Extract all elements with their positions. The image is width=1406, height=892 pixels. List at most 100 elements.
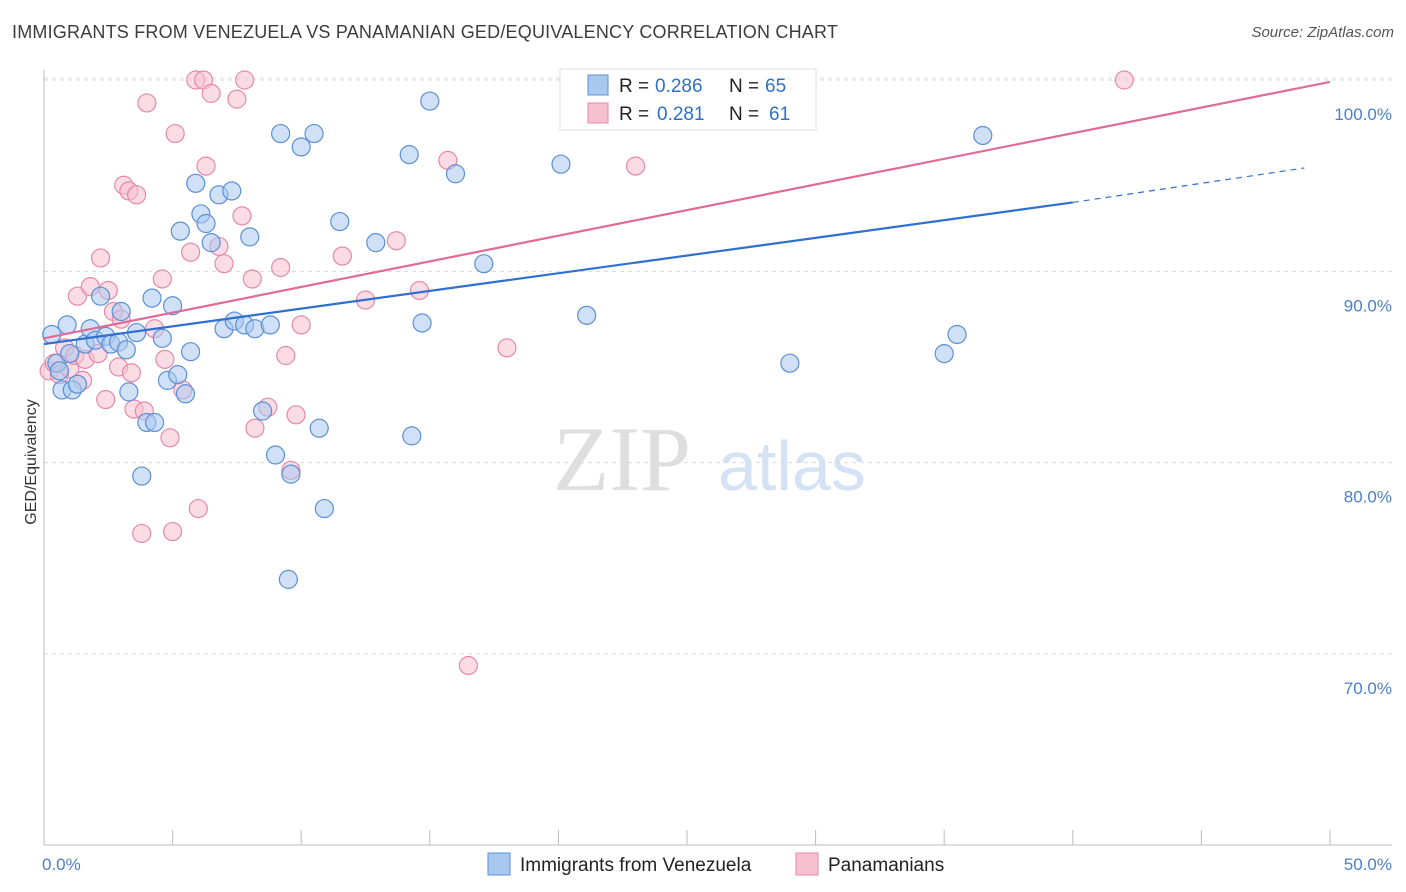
- data-point: [116, 340, 136, 360]
- x-ticks: [43, 830, 1331, 845]
- data-point: [232, 206, 252, 226]
- chart-source: Source: ZipAtlas.com: [1251, 24, 1394, 41]
- data-point: [222, 181, 242, 201]
- data-point: [253, 401, 273, 421]
- data-point: [181, 342, 201, 362]
- data-point: [90, 286, 111, 306]
- data-point: [90, 248, 111, 268]
- data-point: [445, 164, 466, 184]
- data-point: [163, 296, 183, 316]
- legend-item-panamanians: Panamanians: [828, 855, 944, 876]
- data-point: [196, 156, 216, 176]
- data-point: [276, 345, 296, 366]
- legend-r-label: R =: [619, 76, 649, 97]
- gridlines: [44, 77, 1392, 655]
- series-legend: Immigrants from Venezuela Panamanians: [487, 852, 944, 876]
- y-axis-label: GED/Equivalency: [23, 399, 40, 524]
- data-point: [163, 521, 183, 542]
- data-point: [96, 389, 116, 410]
- data-point: [186, 173, 206, 193]
- data-point: [165, 123, 185, 144]
- data-point: [271, 257, 291, 278]
- data-point: [291, 315, 311, 335]
- data-point: [780, 353, 800, 373]
- data-point: [332, 246, 352, 266]
- data-point: [188, 498, 208, 519]
- legend-r-value-pink: 0.281: [657, 104, 705, 125]
- data-point: [402, 426, 422, 446]
- data-point: [57, 315, 77, 335]
- data-point: [160, 428, 180, 448]
- data-point: [577, 305, 597, 325]
- trend-line-panamanians: [43, 80, 1331, 340]
- data-point: [201, 233, 221, 253]
- data-point: [934, 344, 954, 364]
- data-point: [155, 349, 175, 369]
- data-point: [314, 498, 334, 519]
- data-point: [175, 384, 196, 404]
- legend-n-label: N =: [729, 76, 759, 97]
- data-point: [240, 227, 260, 247]
- trend-line-venezuela: [43, 201, 1073, 346]
- stats-legend: R = 0.286 N = 65 R = 0.281 N = 61: [559, 68, 817, 131]
- data-point: [168, 365, 188, 385]
- data-point: [132, 466, 152, 486]
- data-point: [260, 315, 280, 335]
- data-point: [196, 213, 216, 234]
- data-point: [49, 361, 70, 381]
- data-point: [142, 288, 162, 308]
- trend-line-venezuela-extension: [1072, 167, 1305, 204]
- data-point: [201, 83, 221, 103]
- watermark-atlas: atlas: [718, 427, 866, 505]
- data-point: [242, 269, 262, 289]
- x-tick-label-max: 50.0%: [1344, 855, 1392, 874]
- series-panamanians: [39, 70, 1134, 676]
- data-point: [304, 123, 324, 144]
- data-point: [330, 211, 350, 232]
- data-point: [474, 254, 494, 274]
- y-tick-label: 70.0%: [1344, 679, 1392, 698]
- x-tick-label-min: 0.0%: [42, 855, 81, 874]
- trend-lines: [43, 80, 1331, 346]
- data-point: [497, 338, 517, 358]
- data-point: [399, 145, 419, 165]
- data-point: [121, 363, 142, 383]
- data-point: [458, 655, 478, 676]
- series-venezuela: [42, 91, 993, 589]
- data-point: [119, 382, 139, 402]
- legend-swatch-pink: [587, 102, 609, 124]
- data-point: [947, 324, 967, 345]
- data-point: [278, 569, 298, 589]
- data-point: [152, 328, 172, 348]
- legend-n-value-blue: 65: [765, 76, 786, 97]
- data-point: [973, 125, 993, 146]
- watermark-zip: ZIP: [553, 408, 691, 510]
- data-point: [625, 156, 646, 176]
- data-point: [235, 70, 255, 90]
- data-point: [132, 523, 152, 544]
- legend-item-venezuela-swatch: [487, 852, 511, 876]
- data-point: [152, 269, 172, 289]
- data-point: [309, 418, 329, 438]
- watermark: ZIP atlas: [553, 408, 866, 510]
- legend-item-panamanians-swatch: [795, 852, 819, 876]
- legend-n-label: N =: [729, 104, 759, 125]
- data-point: [181, 242, 201, 262]
- data-point: [170, 221, 190, 241]
- axes: [43, 70, 1392, 846]
- data-point: [126, 185, 147, 205]
- data-point: [67, 374, 88, 394]
- data-point: [386, 231, 406, 251]
- data-point: [286, 405, 306, 425]
- data-point: [1114, 70, 1134, 90]
- data-point: [265, 445, 286, 465]
- legend-n-value-pink: 61: [769, 104, 790, 125]
- data-point: [551, 154, 571, 174]
- data-point: [366, 233, 386, 253]
- data-point: [227, 89, 247, 109]
- chart-title: IMMIGRANTS FROM VENEZUELA VS PANAMANIAN …: [12, 22, 839, 42]
- data-point: [281, 464, 301, 484]
- legend-r-value-blue: 0.286: [655, 76, 703, 97]
- data-point: [137, 93, 157, 113]
